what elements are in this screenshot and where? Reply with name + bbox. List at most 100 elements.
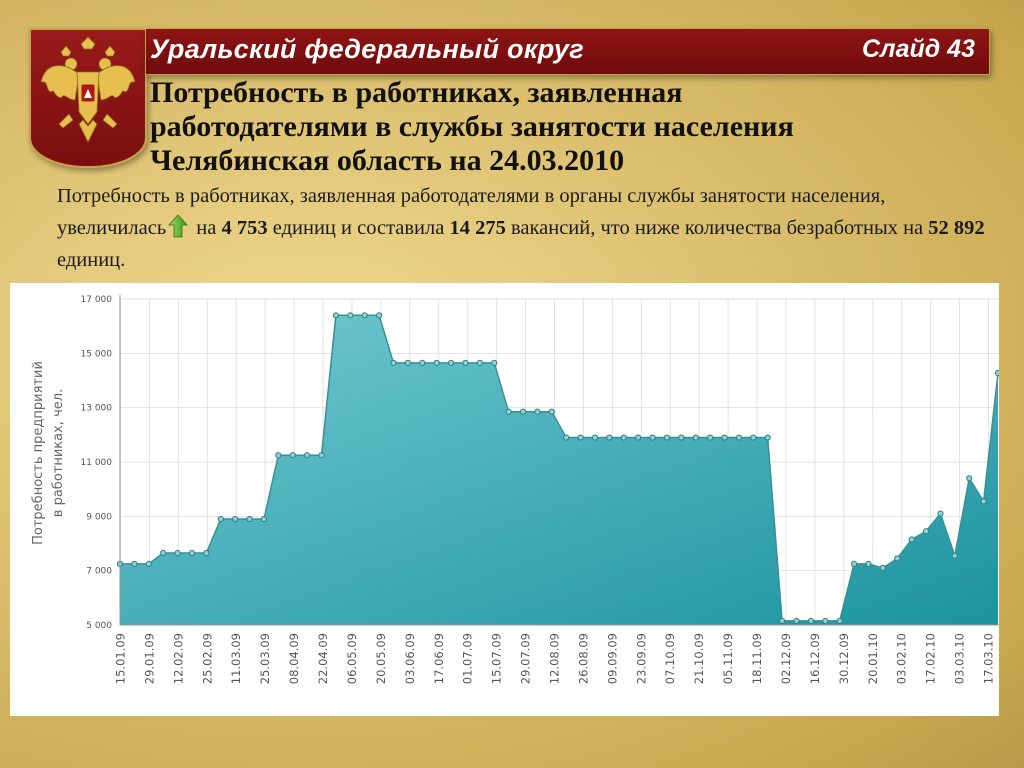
data-point bbox=[203, 549, 210, 557]
x-tick-label: 17.02.10 bbox=[924, 633, 938, 684]
y-tick-label: 5 000 bbox=[86, 621, 112, 631]
data-point bbox=[260, 515, 268, 523]
x-tick-label: 08.04.09 bbox=[287, 633, 301, 684]
data-point bbox=[908, 536, 915, 543]
data-point bbox=[879, 564, 886, 572]
x-tick-label: 07.10.09 bbox=[663, 633, 677, 684]
x-tick-label: 03.03.10 bbox=[953, 633, 967, 684]
data-point bbox=[375, 312, 383, 319]
title-line-3: Челябинская область на 24.03.2010 bbox=[150, 144, 625, 177]
total-vacancies-value: 14 275 bbox=[449, 217, 506, 239]
data-point bbox=[922, 528, 930, 535]
data-point bbox=[980, 498, 987, 505]
x-tick-label: 17.06.09 bbox=[432, 633, 446, 684]
summary-part-5: единиц. bbox=[57, 249, 126, 271]
x-tick-label: 21.10.09 bbox=[692, 633, 706, 684]
data-point bbox=[649, 434, 656, 441]
x-tick-label: 02.12.09 bbox=[779, 633, 793, 684]
data-point bbox=[548, 408, 555, 415]
data-point bbox=[750, 434, 757, 441]
x-tick-label: 20.05.09 bbox=[374, 633, 388, 684]
summary-part-3: единиц и составила bbox=[267, 217, 450, 239]
x-tick-label: 25.03.09 bbox=[258, 633, 272, 684]
y-tick-label: 15 000 bbox=[81, 349, 113, 359]
x-tick-label: 06.05.09 bbox=[345, 633, 359, 684]
x-tick-label: 15.07.09 bbox=[490, 633, 504, 684]
slide-title: Потребность в работниках, заявленная раб… bbox=[150, 76, 970, 178]
unemployed-gap-value: 52 892 bbox=[928, 217, 985, 239]
x-tick-label: 17.03.10 bbox=[982, 633, 996, 684]
data-point bbox=[491, 359, 498, 366]
data-point bbox=[505, 408, 512, 415]
data-point bbox=[361, 312, 368, 319]
data-point bbox=[577, 434, 584, 441]
data-point bbox=[793, 617, 800, 625]
x-tick-label: 01.07.09 bbox=[461, 633, 475, 684]
data-point bbox=[850, 560, 858, 567]
data-point bbox=[721, 434, 728, 441]
x-tick-label: 23.09.09 bbox=[634, 633, 648, 684]
y-tick-label: 9 000 bbox=[86, 512, 112, 522]
x-tick-label: 29.07.09 bbox=[519, 633, 533, 684]
y-tick-label: 7 000 bbox=[86, 567, 112, 577]
y-tick-label: 17 000 bbox=[81, 295, 113, 305]
x-tick-label: 15.01.09 bbox=[114, 633, 128, 684]
data-point bbox=[433, 359, 440, 366]
coat-of-arms-emblem bbox=[29, 28, 147, 168]
data-point bbox=[591, 434, 599, 441]
x-tick-label: 03.02.10 bbox=[895, 633, 909, 684]
data-point bbox=[707, 434, 714, 441]
title-line-2: работодателями в службы занятости населе… bbox=[150, 110, 794, 143]
y-axis-title-line-2: в работниках, чел. bbox=[51, 389, 66, 517]
data-point bbox=[865, 560, 872, 567]
x-tick-label: 12.08.09 bbox=[548, 633, 562, 684]
data-point bbox=[966, 475, 973, 482]
data-point bbox=[419, 359, 426, 366]
data-point bbox=[663, 434, 671, 441]
series-line bbox=[120, 314, 999, 622]
summary-part-1: Потребность в работниках, заявленная раб… bbox=[57, 185, 886, 239]
y-axis-title-line-1: Потребность предприятий bbox=[31, 361, 46, 545]
summary-part-2: на bbox=[191, 217, 222, 239]
x-tick-label: 09.09.09 bbox=[605, 633, 619, 684]
x-tick-label: 25.02.09 bbox=[200, 633, 214, 684]
data-point bbox=[764, 434, 771, 441]
data-point bbox=[131, 560, 138, 567]
y-tick-label: 11 000 bbox=[81, 458, 113, 468]
data-point bbox=[145, 560, 152, 567]
data-point bbox=[174, 549, 181, 557]
up-arrow-icon bbox=[168, 214, 189, 238]
data-point bbox=[894, 555, 901, 562]
data-point bbox=[160, 549, 167, 557]
data-point bbox=[275, 452, 282, 459]
region-title: Уральский федеральный округ bbox=[150, 34, 584, 64]
data-point bbox=[822, 617, 829, 625]
x-tick-label: 11.03.09 bbox=[229, 633, 243, 684]
data-point bbox=[994, 369, 999, 377]
x-tick-label: 05.11.09 bbox=[721, 633, 735, 684]
data-point bbox=[807, 617, 814, 625]
data-point bbox=[937, 510, 944, 517]
data-point bbox=[606, 434, 613, 441]
data-point bbox=[404, 359, 411, 366]
data-point bbox=[778, 617, 786, 625]
y-tick-label: 13 000 bbox=[81, 404, 113, 414]
data-point bbox=[318, 452, 325, 459]
data-point bbox=[217, 515, 224, 523]
series-area bbox=[120, 315, 998, 625]
data-point bbox=[534, 408, 541, 415]
data-point bbox=[304, 452, 311, 459]
x-tick-label: 22.04.09 bbox=[316, 633, 330, 684]
data-point bbox=[620, 434, 627, 441]
data-point bbox=[635, 434, 642, 441]
data-point bbox=[447, 359, 455, 366]
x-tick-label: 12.02.09 bbox=[171, 633, 185, 684]
data-point bbox=[735, 434, 743, 441]
data-point bbox=[951, 552, 958, 559]
data-point bbox=[836, 617, 843, 625]
slide-number: Слайд 43 bbox=[862, 35, 975, 63]
data-point bbox=[232, 515, 239, 523]
x-tick-label: 29.01.09 bbox=[142, 633, 156, 684]
x-tick-label: 20.01.10 bbox=[866, 633, 880, 684]
data-point bbox=[289, 452, 296, 459]
